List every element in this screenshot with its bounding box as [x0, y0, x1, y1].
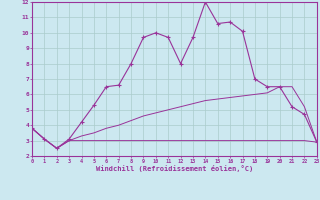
X-axis label: Windchill (Refroidissement éolien,°C): Windchill (Refroidissement éolien,°C)	[96, 165, 253, 172]
